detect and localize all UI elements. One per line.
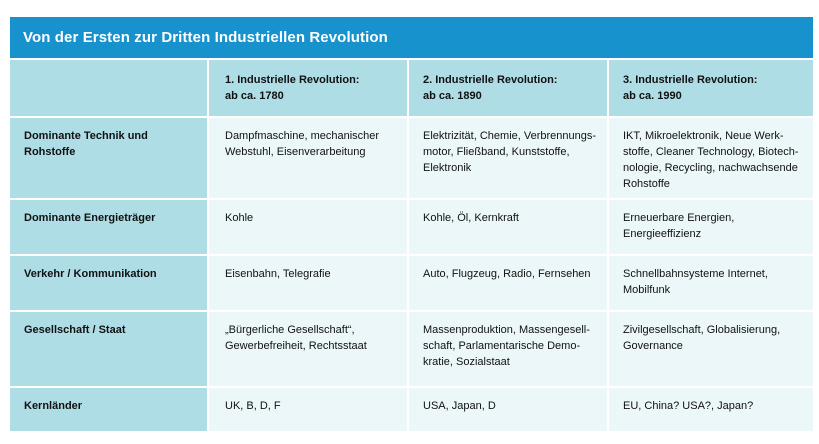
table-row: Verkehr / Kommunikation Eisenbahn, Teleg…: [10, 254, 813, 311]
table-cell: USA, Japan, D: [407, 386, 608, 431]
table-cell: Kohle, Öl, Kernkraft: [407, 198, 608, 255]
table-cell: IKT, Mikroelektronik, Neue Werk-stoffe, …: [607, 116, 813, 199]
table-title: Von der Ersten zur Dritten Industriellen…: [10, 17, 813, 58]
row-label: Dominante Energieträger: [10, 198, 208, 255]
table-figure: Von der Ersten zur Dritten Industriellen…: [10, 17, 813, 431]
table-cell: Auto, Flugzeug, Radio, Fernsehen: [407, 254, 608, 311]
header-cell-3: 3. Industrielle Revolution: ab ca. 1990: [607, 60, 813, 117]
row-label: Kernländer: [10, 386, 208, 431]
table-cell: Elektrizität, Chemie, Verbrennungs-motor…: [407, 116, 608, 199]
table-cell: UK, B, D, F: [207, 386, 408, 431]
row-label: Gesellschaft / Staat: [10, 310, 208, 387]
revolution-table: 1. Industrielle Revolution: ab ca. 1780 2…: [10, 60, 813, 431]
table-row: Gesellschaft / Staat „Bürgerliche Gesell…: [10, 310, 813, 387]
header-empty-cell: [10, 60, 208, 117]
table-cell: Kohle: [207, 198, 408, 255]
header-row: 1. Industrielle Revolution: ab ca. 1780 2…: [10, 60, 813, 117]
table-cell: Massenproduktion, Massengesell-schaft, P…: [407, 310, 608, 387]
header-cell-2: 2. Industrielle Revolution: ab ca. 1890: [407, 60, 608, 117]
row-label: Verkehr / Kommunikation: [10, 254, 208, 311]
table-row: Dominante Energieträger Kohle Kohle, Öl,…: [10, 198, 813, 255]
table-cell: Eisenbahn, Telegrafie: [207, 254, 408, 311]
row-label: Dominante Technik und Rohstoffe: [10, 116, 208, 199]
table-row: Dominante Technik und Rohstoffe Dampfmas…: [10, 116, 813, 199]
table-cell: EU, China? USA?, Japan?: [607, 386, 813, 431]
table-cell: „Bürgerliche Gesellschaft“, Gewerbefreihe…: [207, 310, 408, 387]
header-cell-1: 1. Industrielle Revolution: ab ca. 1780: [207, 60, 408, 117]
table-cell: Zivilgesellschaft, Globalisierung, Govern…: [607, 310, 813, 387]
table-row: Kernländer UK, B, D, F USA, Japan, D EU,…: [10, 386, 813, 431]
table-cell: Erneuerbare Energien, Energieeffizienz: [607, 198, 813, 255]
table-cell: Dampfmaschine, mechanischer Webstuhl, Eis…: [207, 116, 408, 199]
table-cell: Schnellbahnsysteme Internet, Mobilfunk: [607, 254, 813, 311]
